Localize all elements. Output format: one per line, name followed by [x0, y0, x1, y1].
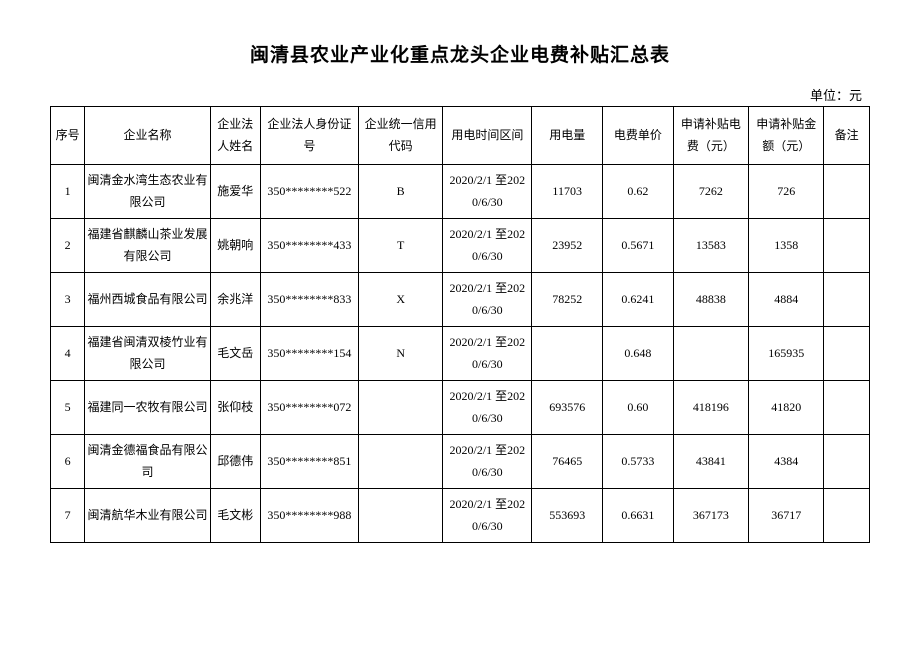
cell-amt: 4884 — [749, 273, 824, 327]
cell-price: 0.648 — [603, 327, 674, 381]
header-name: 企业名称 — [85, 107, 210, 165]
cell-price: 0.5671 — [603, 219, 674, 273]
cell-id: 350********433 — [260, 219, 358, 273]
cell-price: 0.5733 — [603, 435, 674, 489]
cell-name: 闽清航华木业有限公司 — [85, 489, 210, 543]
cell-usage: 23952 — [532, 219, 603, 273]
cell-legal: 张仰枝 — [210, 381, 260, 435]
table-header-row: 序号 企业名称 企业法人姓名 企业法人身份证号 企业统一信用代码 用电时间区间 … — [51, 107, 870, 165]
cell-usage: 553693 — [532, 489, 603, 543]
cell-price: 0.60 — [603, 381, 674, 435]
cell-name: 闽清金德福食品有限公司 — [85, 435, 210, 489]
cell-fee: 367173 — [673, 489, 748, 543]
cell-remark — [824, 165, 870, 219]
cell-id: 350********154 — [260, 327, 358, 381]
table-row: 7闽清航华木业有限公司毛文彬350********988 2020/2/1 至20… — [51, 489, 870, 543]
cell-remark — [824, 381, 870, 435]
table-row: 2福建省麒麟山茶业发展有限公司姚朝响350********433T2020/2/… — [51, 219, 870, 273]
cell-legal: 余兆洋 — [210, 273, 260, 327]
cell-id: 350********988 — [260, 489, 358, 543]
header-legal: 企业法人姓名 — [210, 107, 260, 165]
cell-idx: 3 — [51, 273, 85, 327]
cell-fee: 48838 — [673, 273, 748, 327]
cell-period: 2020/2/1 至2020/6/30 — [443, 381, 532, 435]
cell-remark — [824, 327, 870, 381]
header-usage: 用电量 — [532, 107, 603, 165]
header-price: 电费单价 — [603, 107, 674, 165]
cell-idx: 4 — [51, 327, 85, 381]
cell-idx: 6 — [51, 435, 85, 489]
table-row: 1闽清金水湾生态农业有限公司施爱华350********522B2020/2/1… — [51, 165, 870, 219]
cell-legal: 毛文彬 — [210, 489, 260, 543]
table-row: 5福建同一农牧有限公司张仰枝350********072 2020/2/1 至20… — [51, 381, 870, 435]
subsidy-table: 序号 企业名称 企业法人姓名 企业法人身份证号 企业统一信用代码 用电时间区间 … — [50, 106, 870, 543]
cell-id: 350********522 — [260, 165, 358, 219]
cell-legal: 姚朝响 — [210, 219, 260, 273]
cell-legal: 施爱华 — [210, 165, 260, 219]
cell-idx: 7 — [51, 489, 85, 543]
cell-usage: 76465 — [532, 435, 603, 489]
cell-id: 350********833 — [260, 273, 358, 327]
cell-remark — [824, 489, 870, 543]
header-fee: 申请补贴电费（元） — [673, 107, 748, 165]
header-idx: 序号 — [51, 107, 85, 165]
header-period: 用电时间区间 — [443, 107, 532, 165]
cell-fee: 43841 — [673, 435, 748, 489]
cell-code: T — [358, 219, 442, 273]
cell-legal: 邱德伟 — [210, 435, 260, 489]
header-id: 企业法人身份证号 — [260, 107, 358, 165]
cell-idx: 1 — [51, 165, 85, 219]
cell-amt: 36717 — [749, 489, 824, 543]
cell-name: 福建省闽清双棱竹业有限公司 — [85, 327, 210, 381]
cell-id: 350********072 — [260, 381, 358, 435]
cell-period: 2020/2/1 至2020/6/30 — [443, 165, 532, 219]
cell-idx: 5 — [51, 381, 85, 435]
cell-fee: 7262 — [673, 165, 748, 219]
page-title: 闽清县农业产业化重点龙头企业电费补贴汇总表 — [50, 40, 870, 67]
cell-price: 0.6631 — [603, 489, 674, 543]
header-amt: 申请补贴金额（元） — [749, 107, 824, 165]
table-row: 4福建省闽清双棱竹业有限公司毛文岳350********154N2020/2/1… — [51, 327, 870, 381]
cell-period: 2020/2/1 至2020/6/30 — [443, 435, 532, 489]
cell-code: X — [358, 273, 442, 327]
cell-remark — [824, 273, 870, 327]
cell-amt: 4384 — [749, 435, 824, 489]
cell-usage: 693576 — [532, 381, 603, 435]
unit-label: 单位：元 — [50, 85, 870, 104]
cell-usage: 78252 — [532, 273, 603, 327]
cell-fee: 418196 — [673, 381, 748, 435]
header-code: 企业统一信用代码 — [358, 107, 442, 165]
cell-code — [358, 381, 442, 435]
cell-period: 2020/2/1 至2020/6/30 — [443, 219, 532, 273]
cell-amt: 1358 — [749, 219, 824, 273]
cell-idx: 2 — [51, 219, 85, 273]
cell-usage — [532, 327, 603, 381]
table-row: 3福州西城食品有限公司余兆洋350********833X2020/2/1 至2… — [51, 273, 870, 327]
cell-name: 福建省麒麟山茶业发展有限公司 — [85, 219, 210, 273]
cell-price: 0.6241 — [603, 273, 674, 327]
cell-name: 闽清金水湾生态农业有限公司 — [85, 165, 210, 219]
cell-price: 0.62 — [603, 165, 674, 219]
cell-remark — [824, 219, 870, 273]
cell-code — [358, 435, 442, 489]
cell-name: 福州西城食品有限公司 — [85, 273, 210, 327]
cell-usage: 11703 — [532, 165, 603, 219]
cell-period: 2020/2/1 至2020/6/30 — [443, 489, 532, 543]
cell-remark — [824, 435, 870, 489]
cell-period: 2020/2/1 至2020/6/30 — [443, 273, 532, 327]
table-row: 6闽清金德福食品有限公司邱德伟350********851 2020/2/1 至2… — [51, 435, 870, 489]
cell-amt: 41820 — [749, 381, 824, 435]
cell-amt: 165935 — [749, 327, 824, 381]
cell-fee — [673, 327, 748, 381]
cell-legal: 毛文岳 — [210, 327, 260, 381]
cell-name: 福建同一农牧有限公司 — [85, 381, 210, 435]
cell-fee: 13583 — [673, 219, 748, 273]
cell-amt: 726 — [749, 165, 824, 219]
cell-period: 2020/2/1 至2020/6/30 — [443, 327, 532, 381]
header-remark: 备注 — [824, 107, 870, 165]
cell-code: B — [358, 165, 442, 219]
cell-code: N — [358, 327, 442, 381]
cell-code — [358, 489, 442, 543]
cell-id: 350********851 — [260, 435, 358, 489]
